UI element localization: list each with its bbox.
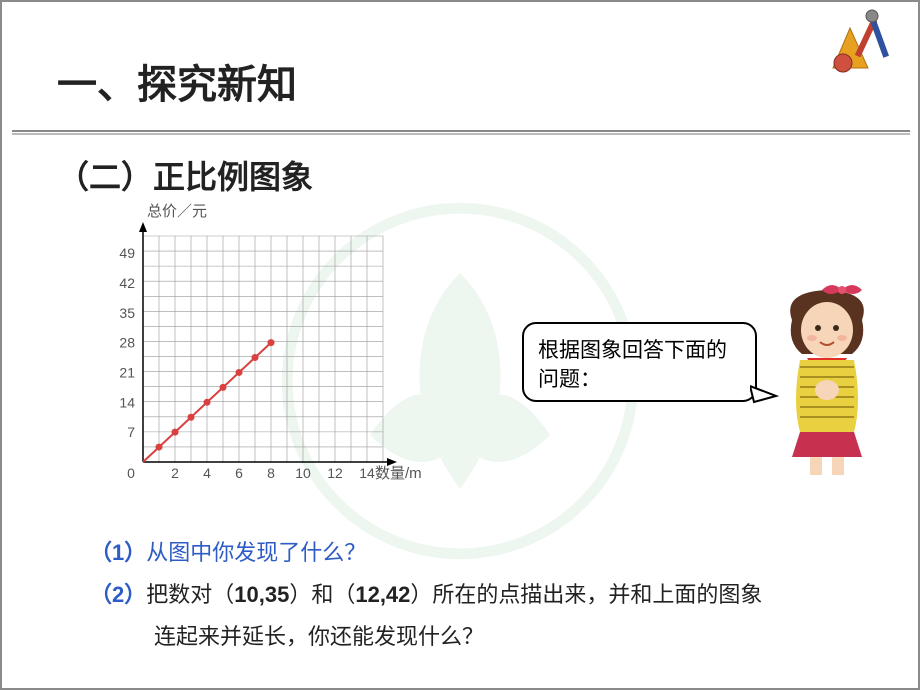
svg-text:8: 8 [267, 465, 275, 481]
svg-text:49: 49 [119, 245, 135, 261]
svg-text:21: 21 [119, 364, 135, 380]
title-divider [12, 130, 910, 135]
q2-pair1: 10,35 [234, 582, 289, 607]
svg-text:7: 7 [127, 424, 135, 440]
speech-bubble-tail [750, 382, 780, 406]
corner-decor-icon [828, 8, 908, 78]
question-block: （1）从图中你发现了什么？ （2）把数对（10,35）和（12,42）所在的点描… [90, 532, 860, 657]
slide: 一、探究新知 （二）正比例图象 0 2 4 6 8 10 12 14 7 14 21 28 35 42 49… [0, 0, 920, 690]
svg-text:4: 4 [203, 465, 211, 481]
svg-text:6: 6 [235, 465, 243, 481]
svg-text:0: 0 [127, 465, 135, 481]
svg-text:数量/m: 数量/m [375, 465, 422, 482]
svg-text:14: 14 [359, 465, 375, 481]
svg-text:14: 14 [119, 394, 135, 410]
q2-text-c: ）所在的点描出来，并和上面的图象 [410, 582, 762, 607]
speech-bubble: 根据图象回答下面的问题： [522, 322, 757, 402]
q1-text: 从图中你发现了什么？ [146, 540, 366, 565]
q1-number: （1） [90, 540, 146, 565]
question-1: （1）从图中你发现了什么？ [90, 532, 860, 574]
q2-text-a: 把数对（ [146, 582, 234, 607]
q2-number: （2） [90, 582, 146, 607]
girl-illustration [772, 282, 882, 477]
svg-text:28: 28 [119, 335, 135, 351]
svg-text:10: 10 [295, 465, 311, 481]
q2-pair2: 12,42 [355, 582, 410, 607]
svg-text:35: 35 [119, 305, 135, 321]
question-2-line2: 连起来并延长，你还能发现什么？ [90, 616, 860, 658]
question-2-line1: （2）把数对（10,35）和（12,42）所在的点描出来，并和上面的图象 [90, 574, 860, 616]
svg-text:2: 2 [171, 465, 179, 481]
q2-text-b: ）和（ [289, 582, 355, 607]
subtitle: （二）正比例图象 [57, 152, 313, 198]
main-title: 一、探究新知 [57, 52, 297, 110]
proportion-chart: 0 2 4 6 8 10 12 14 7 14 21 28 35 42 49 总价／元数量/m [97, 202, 427, 502]
svg-text:总价／元: 总价／元 [147, 203, 207, 220]
svg-text:12: 12 [327, 465, 343, 481]
svg-text:42: 42 [119, 275, 135, 291]
